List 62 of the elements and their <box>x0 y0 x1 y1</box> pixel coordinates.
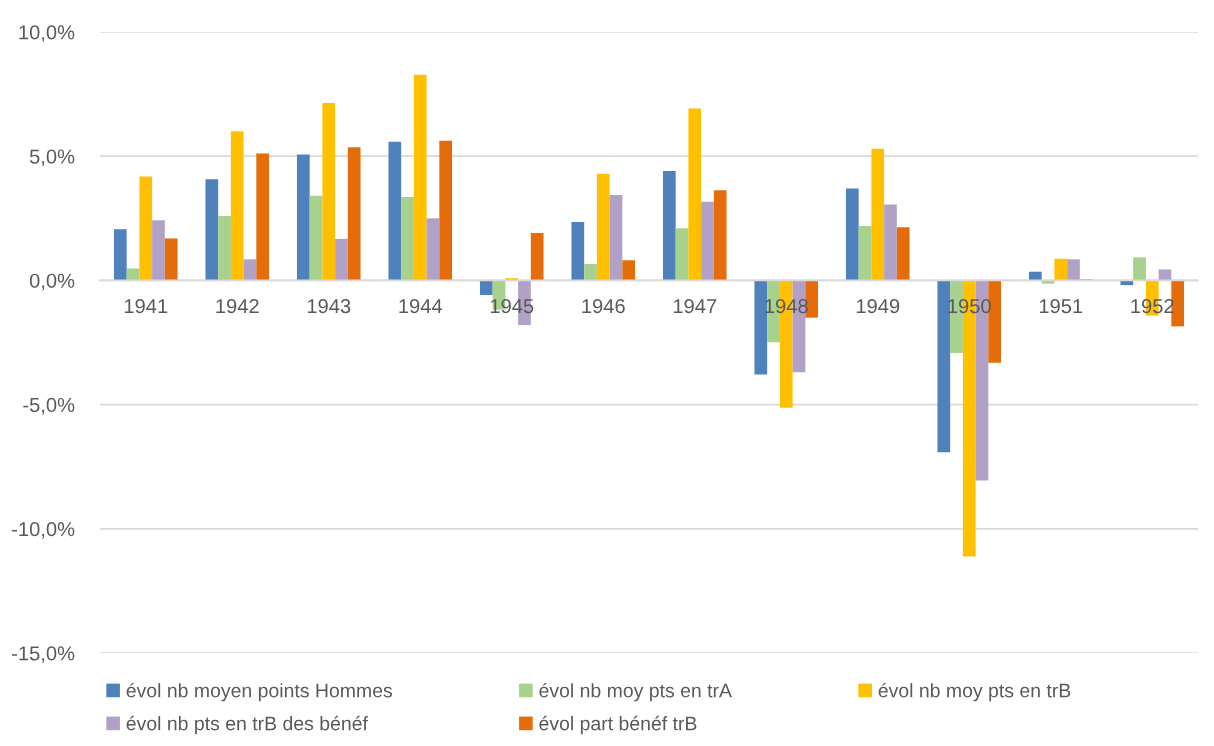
bar <box>479 280 493 296</box>
bar <box>688 108 702 281</box>
bar <box>896 227 910 281</box>
legend-label: évol nb moyen points Hommes <box>126 682 393 702</box>
bar <box>126 268 140 281</box>
bar <box>609 194 623 281</box>
bar <box>243 259 257 281</box>
bar <box>439 140 453 281</box>
bar <box>858 226 872 281</box>
legend-label: évol nb pts en trB des bénéf <box>126 715 368 735</box>
bar <box>571 222 585 281</box>
bar <box>413 74 427 281</box>
y-tick-label: -10,0% <box>12 522 75 539</box>
bar <box>622 260 636 281</box>
bar <box>139 176 153 281</box>
bar <box>713 190 727 281</box>
bar <box>296 154 310 281</box>
bar <box>1158 269 1172 281</box>
bar <box>675 228 689 281</box>
bar <box>584 264 597 281</box>
bar <box>230 131 244 281</box>
x-tick-label: 1944 <box>399 298 443 314</box>
legend-label: évol part bénéf trB <box>539 715 697 735</box>
bar <box>164 238 178 281</box>
bar <box>205 179 219 281</box>
x-tick-label: 1941 <box>124 298 168 314</box>
bar <box>701 201 714 281</box>
x-tick-label: 1942 <box>216 298 259 314</box>
bar <box>218 216 231 281</box>
x-tick-label: 1947 <box>673 298 717 314</box>
bar <box>388 141 402 281</box>
x-tick-label: 1949 <box>856 298 900 314</box>
x-tick-label: 1946 <box>582 298 625 314</box>
bar <box>1133 257 1146 281</box>
y-tick-label: -5,0% <box>23 397 75 415</box>
bar <box>884 204 897 281</box>
bar <box>309 195 323 281</box>
bar <box>113 229 127 281</box>
x-tick-label: 1951 <box>1039 298 1083 314</box>
bar <box>1067 259 1080 281</box>
y-tick-label: -15,0% <box>12 646 75 663</box>
bar <box>505 278 519 281</box>
bar <box>596 173 610 281</box>
bar <box>322 103 336 281</box>
bar <box>1028 271 1042 281</box>
bar <box>530 232 544 281</box>
y-tick-label: 10,0% <box>19 25 75 42</box>
y-tick-label: 0,0% <box>29 273 75 291</box>
bar <box>845 188 859 281</box>
legend-label: évol nb moy pts en trB <box>878 682 1071 702</box>
x-tick-label: 1943 <box>307 298 351 314</box>
y-tick-label: 5,0% <box>29 149 75 167</box>
bar <box>347 147 361 281</box>
bar <box>401 196 414 281</box>
bar <box>662 171 676 281</box>
bar <box>871 148 885 281</box>
legend-label: évol nb moy pts en trA <box>539 682 732 702</box>
bar <box>426 218 440 281</box>
bar <box>335 238 348 281</box>
bar <box>1054 258 1068 281</box>
bar <box>256 153 270 281</box>
bar <box>152 220 165 281</box>
